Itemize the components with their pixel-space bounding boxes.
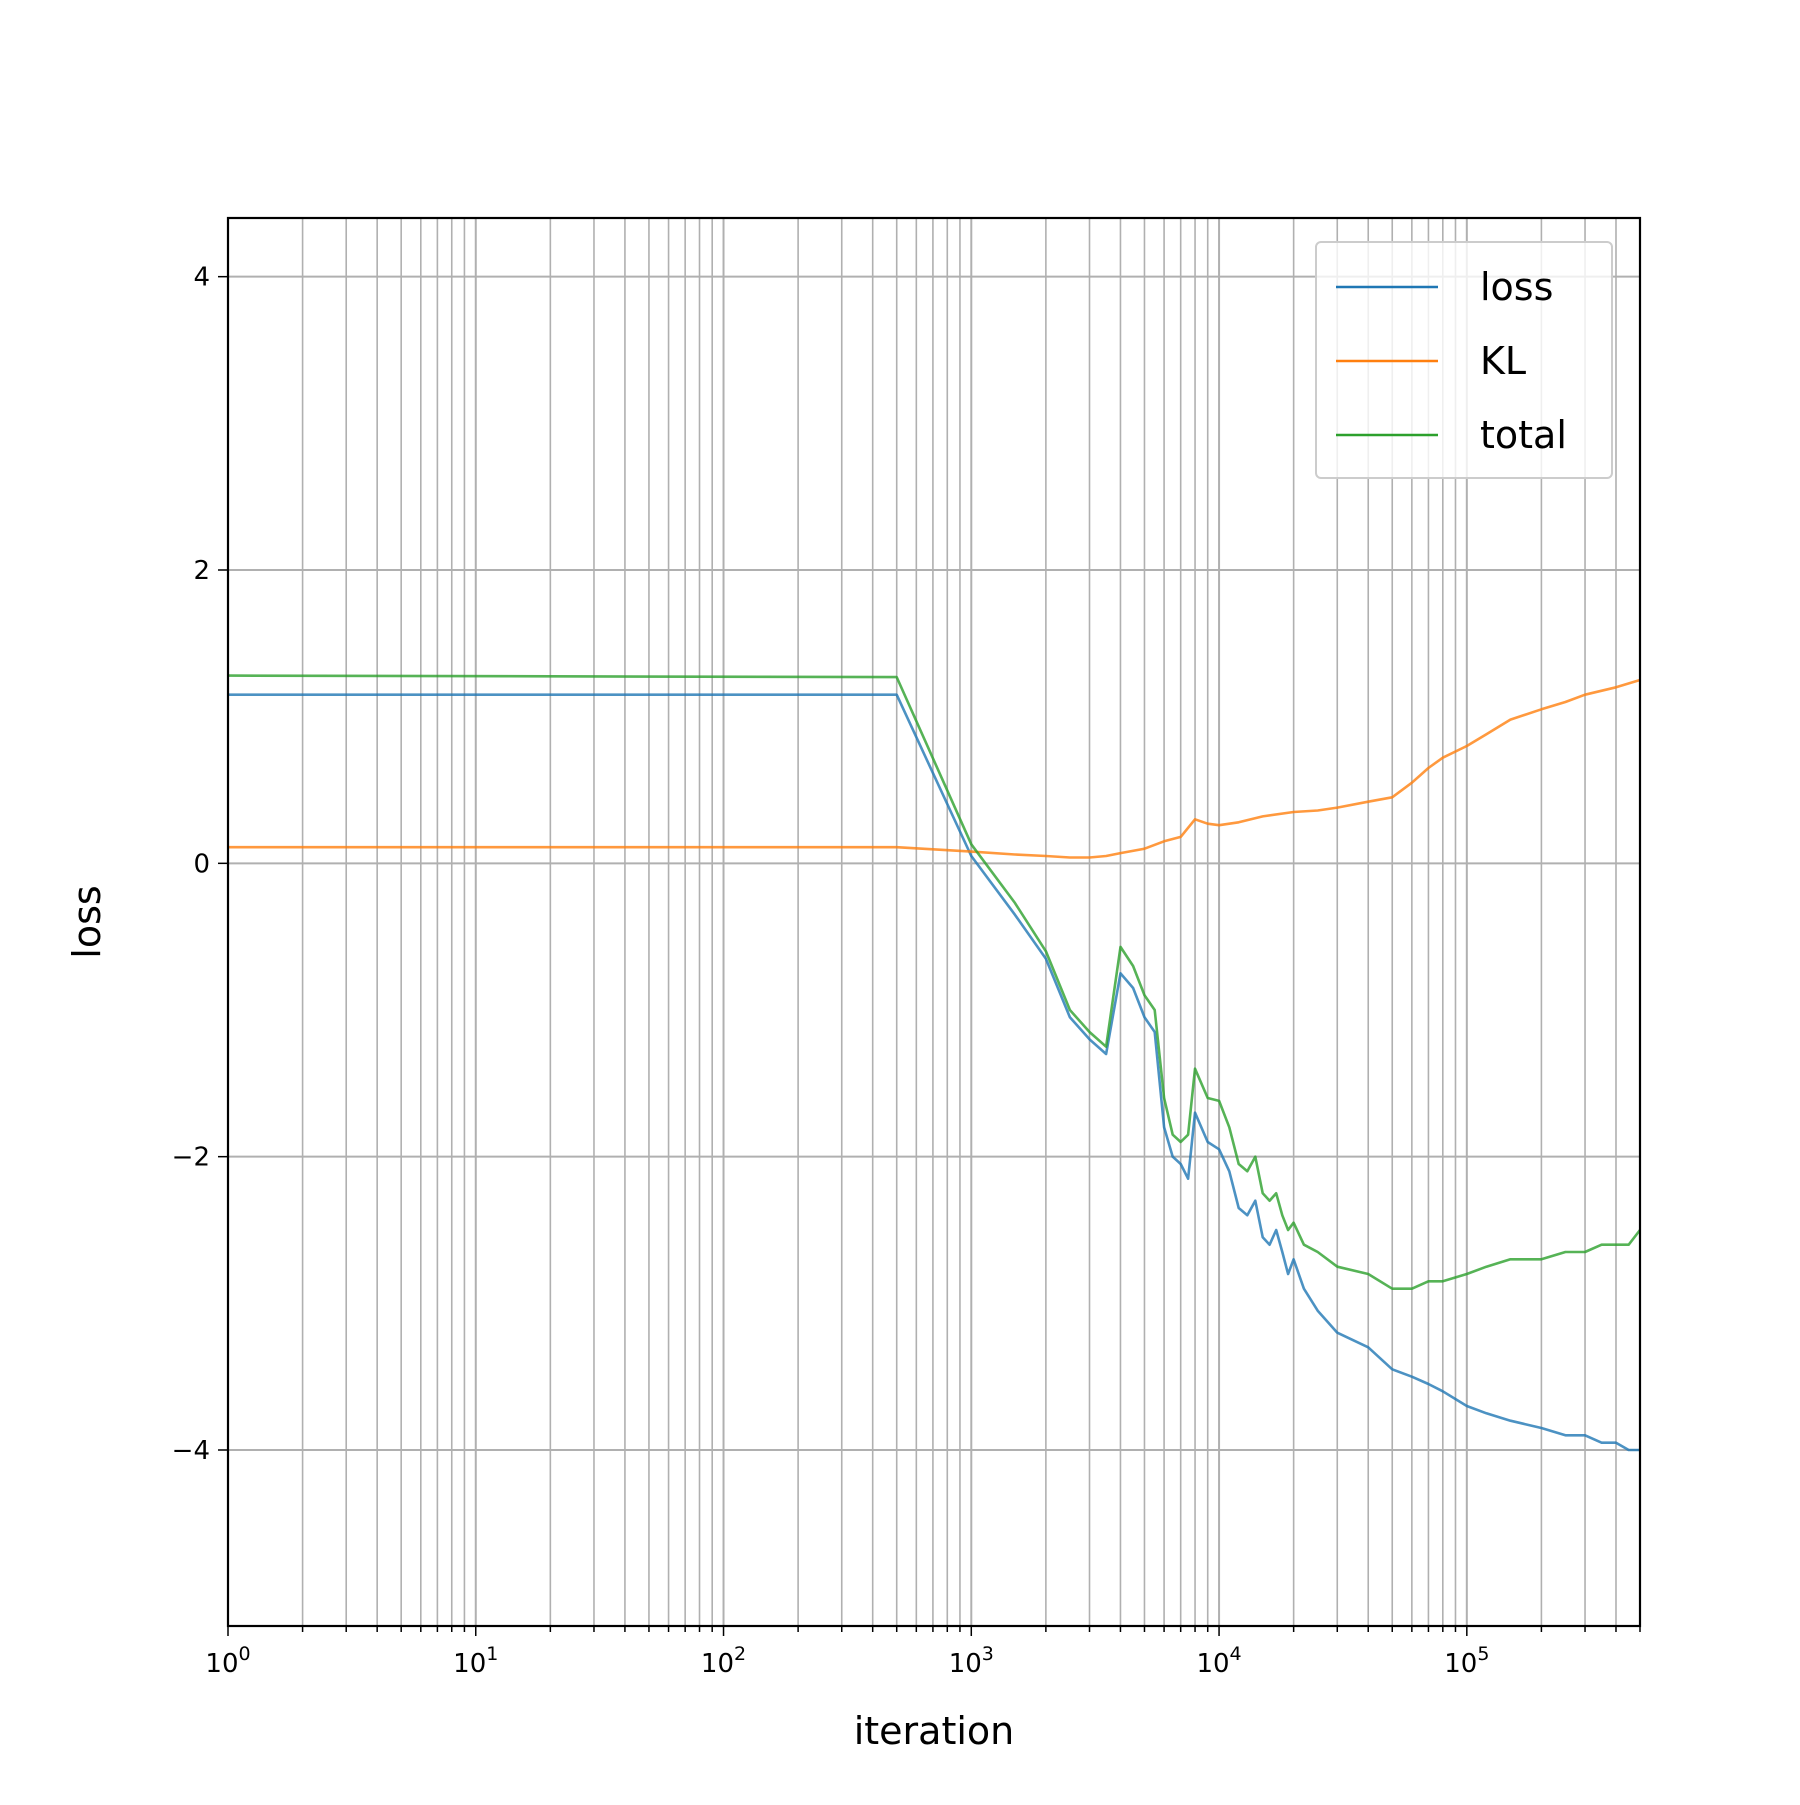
- x-tick-exponent: 2: [734, 1643, 746, 1665]
- legend-label-total: total: [1480, 413, 1567, 457]
- y-tick-label: −2: [172, 1143, 210, 1173]
- x-tick-exponent: 1: [486, 1643, 498, 1665]
- x-tick-exponent: 3: [982, 1643, 994, 1665]
- y-axis-label: loss: [65, 885, 109, 958]
- x-tick-exponent: 4: [1230, 1643, 1242, 1665]
- x-tick-base: 10: [1444, 1649, 1477, 1679]
- x-tick-base: 10: [205, 1649, 238, 1679]
- legend-label-loss: loss: [1480, 265, 1553, 309]
- legend-label-kl: KL: [1480, 339, 1526, 383]
- x-tick-exponent: 5: [1477, 1643, 1489, 1665]
- y-tick-label: 0: [193, 849, 210, 879]
- x-tick-base: 10: [1196, 1649, 1229, 1679]
- x-tick-base: 10: [701, 1649, 734, 1679]
- x-tick-exponent: 0: [239, 1643, 251, 1665]
- legend: loss KL total: [1316, 242, 1612, 478]
- x-tick-base: 10: [453, 1649, 486, 1679]
- x-tick-base: 10: [949, 1649, 982, 1679]
- y-tick-label: −4: [172, 1436, 210, 1466]
- y-tick-label: 4: [193, 263, 210, 293]
- x-axis-label: iteration: [854, 1709, 1015, 1753]
- y-tick-label: 2: [193, 556, 210, 586]
